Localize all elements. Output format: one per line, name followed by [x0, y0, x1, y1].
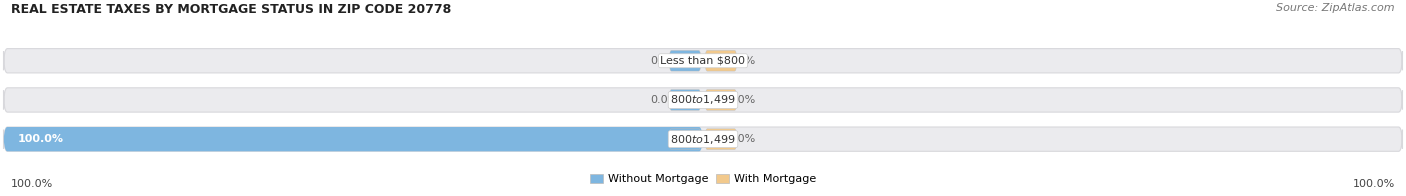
FancyBboxPatch shape	[3, 127, 1403, 151]
FancyBboxPatch shape	[669, 50, 700, 71]
Text: 0.0%: 0.0%	[728, 56, 756, 66]
Text: 0.0%: 0.0%	[728, 95, 756, 105]
Text: 0.0%: 0.0%	[650, 95, 678, 105]
Text: 100.0%: 100.0%	[11, 179, 53, 189]
FancyBboxPatch shape	[669, 129, 700, 150]
FancyBboxPatch shape	[669, 90, 700, 110]
FancyBboxPatch shape	[706, 129, 737, 150]
Text: 100.0%: 100.0%	[1353, 179, 1395, 189]
Text: 0.0%: 0.0%	[650, 56, 678, 66]
FancyBboxPatch shape	[3, 127, 703, 151]
FancyBboxPatch shape	[3, 49, 1403, 73]
FancyBboxPatch shape	[706, 90, 737, 110]
Text: REAL ESTATE TAXES BY MORTGAGE STATUS IN ZIP CODE 20778: REAL ESTATE TAXES BY MORTGAGE STATUS IN …	[11, 3, 451, 16]
Text: Less than $800: Less than $800	[661, 56, 745, 66]
Legend: Without Mortgage, With Mortgage: Without Mortgage, With Mortgage	[585, 169, 821, 189]
FancyBboxPatch shape	[3, 88, 1403, 112]
Text: Source: ZipAtlas.com: Source: ZipAtlas.com	[1277, 3, 1395, 13]
Text: 100.0%: 100.0%	[17, 134, 63, 144]
FancyBboxPatch shape	[706, 50, 737, 71]
Text: $800 to $1,499: $800 to $1,499	[671, 133, 735, 146]
Text: $800 to $1,499: $800 to $1,499	[671, 93, 735, 106]
Text: 0.0%: 0.0%	[728, 134, 756, 144]
